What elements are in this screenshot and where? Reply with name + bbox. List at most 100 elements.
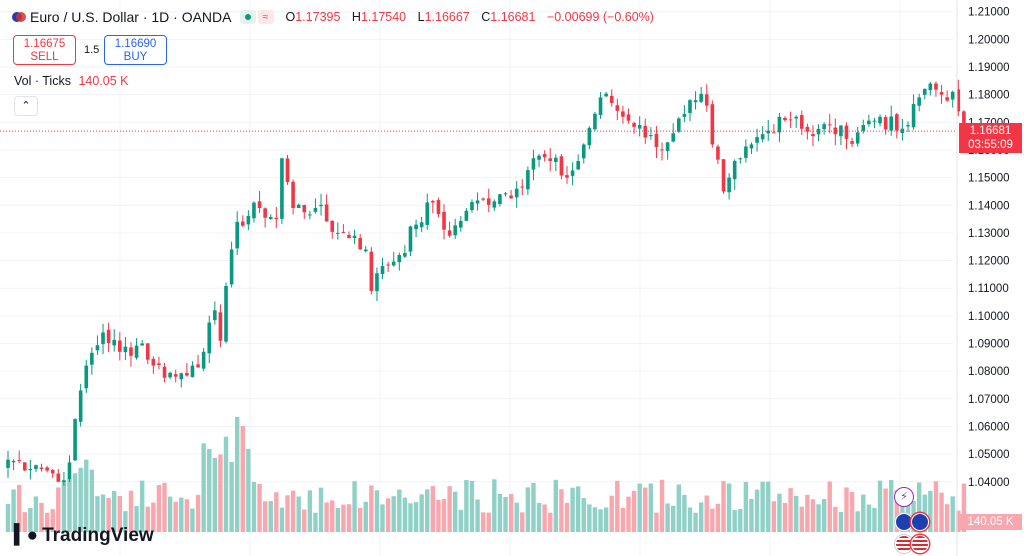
- candle-up[interactable]: [637, 125, 642, 129]
- candle-down[interactable]: [145, 343, 150, 360]
- candle-up[interactable]: [207, 322, 212, 354]
- candle-up[interactable]: [352, 235, 357, 239]
- candle-up[interactable]: [755, 137, 759, 143]
- candle-up[interactable]: [280, 158, 284, 219]
- candle-down[interactable]: [850, 141, 854, 144]
- candle-up[interactable]: [229, 249, 234, 285]
- candle-up[interactable]: [246, 216, 251, 225]
- candle-up[interactable]: [34, 465, 38, 470]
- candle-up[interactable]: [425, 202, 430, 225]
- candle-up[interactable]: [470, 202, 474, 211]
- candle-down[interactable]: [347, 235, 351, 239]
- candle-up[interactable]: [744, 146, 748, 158]
- eu-flag-icon-2[interactable]: [911, 513, 929, 531]
- candle-up[interactable]: [604, 93, 608, 97]
- candle-down[interactable]: [772, 132, 776, 134]
- candle-down[interactable]: [45, 467, 49, 471]
- candle-up[interactable]: [296, 204, 301, 209]
- candle-up[interactable]: [867, 120, 871, 125]
- candle-up[interactable]: [581, 144, 586, 159]
- buy-button[interactable]: 1.16690 BUY: [104, 35, 167, 65]
- candle-down[interactable]: [106, 329, 111, 344]
- candle-down[interactable]: [17, 460, 21, 462]
- candle-up[interactable]: [861, 125, 866, 131]
- volume-legend[interactable]: Vol · Ticks 140.05 K: [14, 74, 129, 88]
- candle-down[interactable]: [548, 158, 553, 162]
- candle-up[interactable]: [380, 266, 385, 275]
- candle-up[interactable]: [123, 346, 128, 353]
- candle-up[interactable]: [67, 462, 72, 480]
- tradingview-logo[interactable]: ▍● TradingView: [14, 524, 154, 547]
- candle-up[interactable]: [78, 390, 83, 422]
- candle-up[interactable]: [73, 419, 77, 461]
- candle-up[interactable]: [537, 155, 541, 160]
- candle-up[interactable]: [28, 469, 33, 471]
- candle-up[interactable]: [95, 345, 100, 351]
- candle-up[interactable]: [308, 214, 312, 216]
- candle-down[interactable]: [520, 186, 525, 188]
- candle-up[interactable]: [498, 194, 502, 205]
- candle-down[interactable]: [291, 181, 295, 209]
- candle-down[interactable]: [324, 204, 329, 222]
- candle-up[interactable]: [313, 208, 318, 212]
- candle-down[interactable]: [805, 126, 810, 132]
- candle-down[interactable]: [173, 374, 178, 377]
- candle-up[interactable]: [822, 124, 826, 130]
- candle-down[interactable]: [542, 154, 547, 158]
- candle-up[interactable]: [766, 130, 771, 134]
- candle-down[interactable]: [118, 340, 122, 352]
- candle-up[interactable]: [419, 222, 424, 228]
- lightning-event-icon[interactable]: ⚡: [894, 487, 914, 507]
- candle-down[interactable]: [883, 117, 888, 130]
- candle-down[interactable]: [956, 89, 961, 112]
- candle-up[interactable]: [649, 135, 653, 137]
- candle-up[interactable]: [900, 128, 905, 134]
- candle-up[interactable]: [391, 261, 396, 266]
- candle-up[interactable]: [492, 201, 497, 208]
- candle-down[interactable]: [330, 220, 335, 232]
- candle-down[interactable]: [811, 133, 815, 137]
- candle-up[interactable]: [101, 332, 105, 345]
- candle-down[interactable]: [716, 146, 720, 160]
- candle-down[interactable]: [643, 125, 648, 138]
- candle-down[interactable]: [509, 195, 513, 199]
- candle-down[interactable]: [302, 204, 307, 213]
- candle-down[interactable]: [559, 156, 564, 176]
- market-status-badge[interactable]: ≈: [239, 10, 274, 24]
- candle-down[interactable]: [704, 94, 709, 106]
- candle-down[interactable]: [486, 198, 491, 205]
- candle-down[interactable]: [621, 111, 625, 117]
- candle-down[interactable]: [481, 198, 485, 200]
- candle-down[interactable]: [833, 127, 838, 135]
- candle-down[interactable]: [431, 200, 435, 203]
- candle-down[interactable]: [240, 221, 245, 226]
- candle-down[interactable]: [710, 104, 715, 145]
- candle-up[interactable]: [201, 351, 206, 369]
- candle-up[interactable]: [688, 100, 692, 114]
- candle-up[interactable]: [453, 225, 457, 236]
- candle-down[interactable]: [263, 208, 267, 218]
- candle-up[interactable]: [11, 460, 16, 463]
- candle-up[interactable]: [514, 188, 519, 198]
- collapse-legend-button[interactable]: ⌃: [14, 96, 38, 116]
- candle-up[interactable]: [760, 134, 765, 140]
- candle-down[interactable]: [615, 105, 620, 111]
- candle-up[interactable]: [593, 113, 597, 130]
- candle-up[interactable]: [458, 220, 463, 228]
- candle-up[interactable]: [363, 249, 368, 252]
- candle-down[interactable]: [218, 312, 223, 341]
- sell-button[interactable]: 1.16675 SELL: [13, 35, 76, 65]
- candle-down[interactable]: [129, 347, 133, 356]
- candle-up[interactable]: [677, 118, 681, 132]
- candle-down[interactable]: [788, 119, 793, 121]
- candle-down[interactable]: [799, 115, 804, 129]
- candle-up[interactable]: [576, 161, 580, 170]
- candle-down[interactable]: [274, 217, 279, 220]
- candle-up[interactable]: [408, 226, 413, 252]
- candle-down[interactable]: [442, 211, 446, 230]
- candle-up[interactable]: [777, 116, 782, 133]
- candle-up[interactable]: [727, 177, 731, 193]
- symbol-title[interactable]: Euro / U.S. Dollar · 1D · OANDA: [30, 9, 232, 25]
- candle-up[interactable]: [179, 373, 184, 380]
- candle-up[interactable]: [6, 459, 10, 468]
